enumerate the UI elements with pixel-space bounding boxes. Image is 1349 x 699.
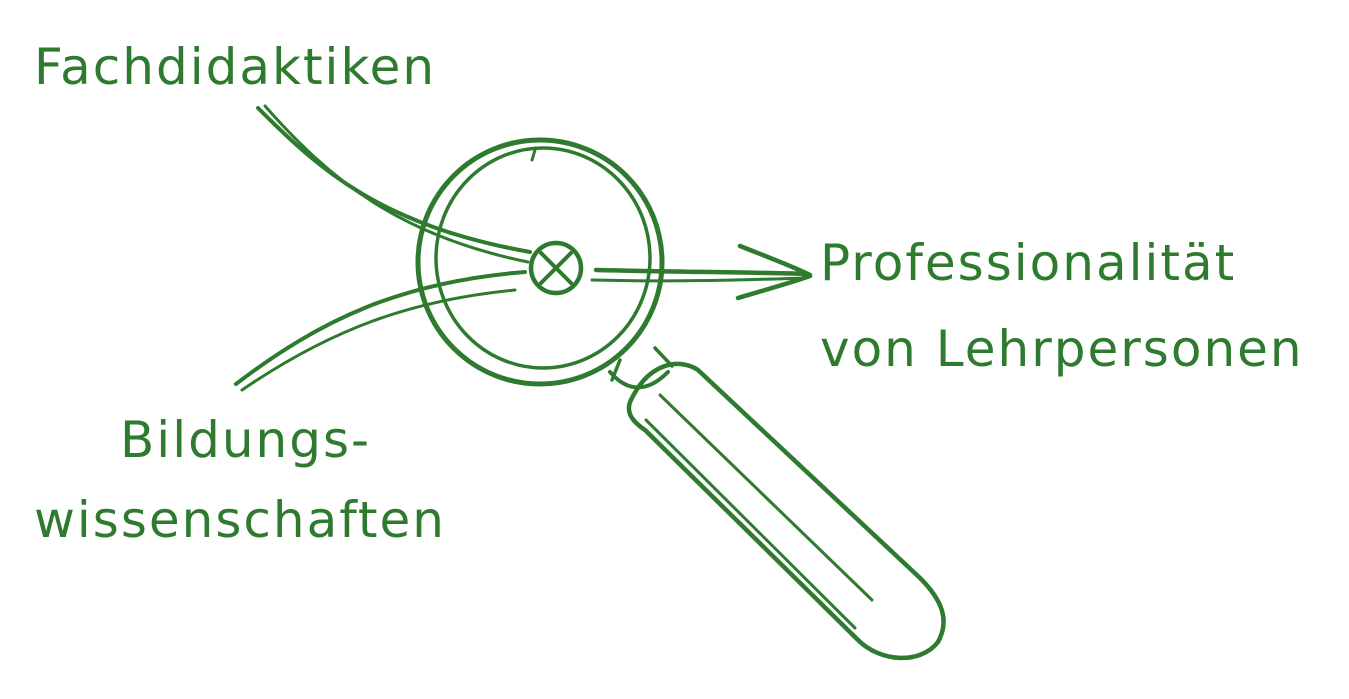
arrow-right-icon bbox=[590, 243, 813, 301]
label-bildungswissenschaften: Bildungs- wissenschaften bbox=[34, 400, 446, 560]
label-fachdidaktiken: Fachdidaktiken bbox=[34, 38, 437, 96]
label-bildungswissenschaften-line2: wissenschaften bbox=[34, 491, 446, 549]
label-professionalitaet: Professionalität von Lehrpersonen bbox=[820, 220, 1304, 392]
label-bildungswissenschaften-line1: Bildungs- bbox=[120, 411, 372, 469]
label-professionalitaet-line1: Professionalität bbox=[820, 234, 1237, 292]
circled-x-icon bbox=[528, 240, 584, 296]
connector-bildungswissenschaften bbox=[234, 270, 527, 392]
magnifying-glass-icon bbox=[415, 137, 946, 661]
connector-fachdidaktiken bbox=[256, 104, 532, 264]
label-professionalitaet-line2: von Lehrpersonen bbox=[820, 320, 1304, 378]
